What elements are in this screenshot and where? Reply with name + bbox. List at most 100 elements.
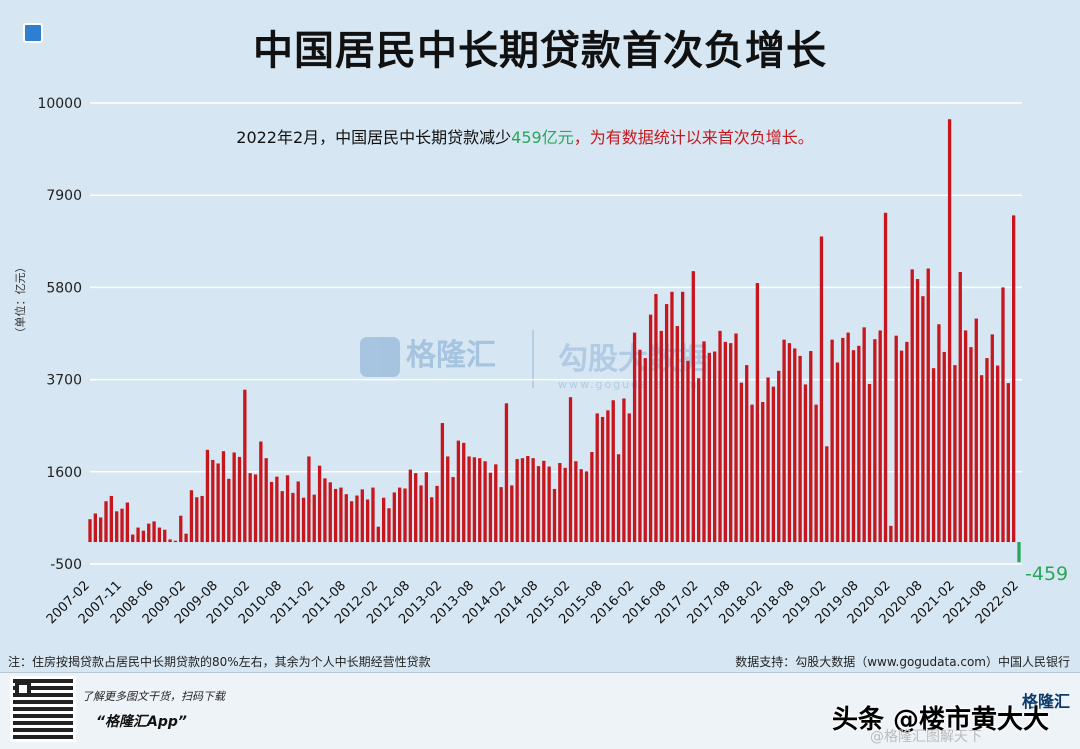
bar [285, 475, 290, 543]
bar [323, 478, 327, 543]
bar [360, 489, 364, 543]
bar [713, 351, 717, 543]
y-tick-label: 10000 [37, 96, 82, 112]
bar [93, 513, 97, 543]
bar [221, 451, 226, 543]
bar [392, 492, 396, 543]
bar [355, 495, 359, 543]
bar [750, 404, 754, 543]
bar [851, 350, 856, 543]
bar [942, 351, 946, 543]
bar [195, 497, 199, 543]
bar [691, 271, 695, 543]
bar [163, 529, 167, 543]
bar [899, 350, 904, 543]
bar [755, 283, 760, 543]
bar [307, 456, 311, 543]
bar [259, 441, 263, 543]
bar [595, 413, 599, 543]
bar [814, 404, 818, 543]
bar [424, 472, 429, 543]
annotation-prefix: 2022年2月，中国居民中长期贷款减少 [236, 128, 511, 147]
bar [574, 461, 578, 543]
bar [600, 416, 605, 543]
bar [841, 337, 845, 543]
footnote: 注：住房按揭贷款占居民中长期贷款的80%左右，其余为个人中长期经营性贷款 [8, 655, 431, 669]
bar [398, 487, 402, 543]
bar [787, 343, 792, 543]
bar [702, 341, 706, 543]
bar [227, 478, 231, 543]
bar [526, 455, 530, 543]
bar [173, 540, 178, 543]
last-value-label: -459 [1025, 563, 1068, 585]
bar [414, 473, 418, 543]
overlay-watermark-sub: @格隆汇图解天下 [870, 729, 982, 745]
annotation-text: 2022年2月，中国居民中长期贷款减少459亿元，为有数据统计以来首次负增长。 [236, 128, 813, 147]
bar [200, 495, 204, 543]
bar [531, 458, 535, 543]
bar [488, 472, 493, 543]
bar [232, 452, 236, 543]
bar [1001, 287, 1005, 543]
bar [878, 330, 882, 543]
bar [141, 530, 146, 543]
bar [168, 539, 172, 543]
bar [958, 272, 962, 543]
bar [371, 487, 375, 543]
bar [205, 449, 210, 543]
bar [499, 487, 503, 543]
bar [131, 534, 135, 543]
bar [723, 341, 728, 543]
bar [654, 293, 658, 543]
bar [115, 511, 119, 543]
bar [184, 533, 188, 543]
bar [243, 389, 247, 543]
bar [606, 410, 610, 543]
bar [584, 471, 589, 543]
bar [237, 456, 242, 543]
y-tick-label: 5800 [46, 280, 82, 296]
watermark-divider [532, 330, 534, 388]
overlay-watermark-text: 头条 @楼市黄大大 [832, 705, 1050, 735]
bar [889, 525, 893, 543]
bar [883, 212, 888, 543]
data-source: 数据支持：勾股大数据（www.gogudata.com）中国人民银行 [735, 655, 1070, 669]
bar [1012, 215, 1016, 543]
bar [253, 474, 258, 543]
bar [632, 332, 637, 543]
bar [670, 291, 674, 543]
bar [275, 476, 279, 543]
qr-code-icon[interactable] [10, 676, 76, 742]
bar [953, 365, 957, 543]
y-tick-label: -500 [50, 557, 82, 573]
bar [926, 268, 930, 543]
y-tick-label: 1600 [46, 465, 82, 481]
bar [147, 523, 151, 543]
bar [568, 397, 573, 543]
footer-cta: 了解更多图文干货，扫码下载 [82, 690, 225, 703]
bar [504, 403, 509, 543]
bar [1017, 542, 1021, 563]
bar [152, 521, 156, 543]
bar [627, 413, 631, 543]
bar [264, 458, 268, 543]
bar [99, 517, 103, 543]
bar [686, 360, 690, 543]
bar [969, 347, 973, 543]
bar [157, 527, 162, 543]
bar [248, 473, 252, 543]
bar [707, 352, 711, 543]
bar [542, 460, 546, 543]
bar [857, 345, 861, 543]
bar [216, 463, 220, 543]
annotation-suffix: ，为有数据统计以来首次负增长。 [574, 128, 814, 147]
bar [446, 456, 450, 543]
bar [830, 339, 834, 543]
bar [403, 488, 407, 543]
bar [136, 527, 140, 543]
bar [430, 497, 434, 543]
bar [419, 485, 423, 543]
bar [269, 481, 274, 543]
bar [88, 519, 92, 543]
